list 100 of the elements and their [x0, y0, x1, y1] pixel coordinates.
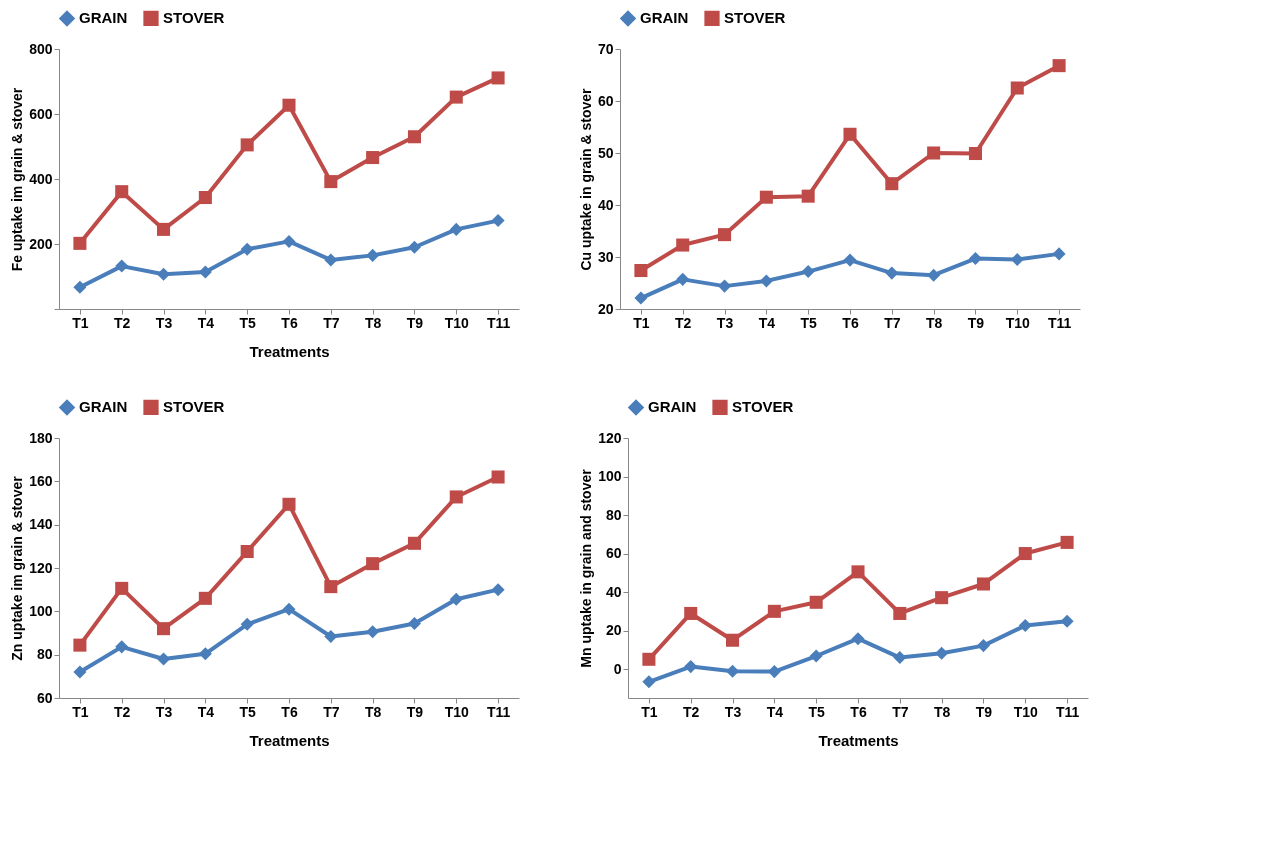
x-tick-label: T3: [155, 703, 173, 720]
y-tick-label: 100: [598, 468, 622, 485]
point: [282, 602, 296, 616]
point: [73, 638, 87, 652]
x-tick-label: T10: [444, 703, 470, 720]
point: [115, 581, 129, 595]
y-axis-title: Mn uptake in grain and stover: [578, 468, 595, 668]
x-tick-label: T11: [486, 703, 511, 720]
x-tick-label: T9: [406, 703, 424, 720]
y-tick-label: 40: [597, 196, 614, 213]
point: [767, 665, 781, 679]
point: [634, 264, 648, 278]
point: [935, 591, 949, 605]
point: [726, 633, 740, 647]
x-tick-label: T7: [323, 703, 340, 720]
point: [198, 647, 212, 661]
point: [976, 639, 990, 653]
y-tick-label: 60: [597, 92, 614, 109]
x-tick-label: T5: [239, 314, 257, 331]
x-axis-title: Treatments: [249, 342, 330, 360]
point: [282, 234, 296, 248]
y-tick-label: 120: [29, 559, 53, 576]
point: [976, 577, 990, 591]
x-tick-label: T7: [892, 703, 909, 720]
point: [324, 253, 338, 267]
point: [1018, 547, 1032, 561]
x-tick-label: T6: [281, 314, 298, 331]
point: [1060, 535, 1074, 549]
legend-label: STOVER: [163, 398, 225, 416]
point: [449, 90, 463, 104]
y-tick-label: 200: [29, 235, 53, 252]
x-tick-label: T11: [1055, 703, 1080, 720]
y-tick-label: 70: [597, 40, 614, 57]
y-tick-label: 60: [36, 689, 53, 706]
point: [73, 236, 87, 250]
y-tick-label: 80: [605, 506, 622, 523]
x-tick-label: T8: [933, 703, 951, 720]
y-tick-label: 600: [29, 105, 53, 122]
x-tick-label: T8: [925, 314, 943, 331]
y-tick-label: 120: [598, 429, 622, 446]
point: [809, 649, 823, 663]
legend-label: STOVER: [163, 9, 225, 27]
legend-label: GRAIN: [79, 9, 128, 27]
point: [366, 557, 380, 571]
legend-label: GRAIN: [79, 398, 128, 416]
point: [885, 266, 899, 280]
point: [157, 622, 171, 636]
point: [843, 127, 857, 141]
y-axis-title: Zn uptake im grain & stover: [9, 475, 26, 661]
x-tick-label: T9: [406, 314, 424, 331]
x-tick-label: T4: [197, 703, 215, 720]
point: [809, 595, 823, 609]
y-tick-label: 800: [29, 40, 53, 57]
y-tick-label: 100: [29, 602, 53, 619]
point: [1052, 59, 1066, 73]
point: [759, 274, 773, 288]
x-tick-label: T3: [716, 314, 734, 331]
point: [198, 591, 212, 605]
point: [843, 253, 857, 267]
point: [927, 268, 941, 282]
y-tick-label: 20: [605, 622, 622, 639]
point: [718, 279, 732, 293]
point: [115, 259, 129, 273]
point: [407, 130, 421, 144]
point: [801, 265, 815, 279]
x-tick-label: T1: [72, 703, 89, 720]
y-tick-label: 60: [605, 545, 622, 562]
point: [198, 265, 212, 279]
y-tick-label: 30: [597, 248, 614, 265]
y-axis-title: Fe uptake im grain & stover: [9, 87, 26, 272]
legend-label: GRAIN: [640, 9, 689, 27]
legend-label: STOVER: [732, 398, 794, 416]
x-tick-label: T1: [72, 314, 89, 331]
point: [157, 222, 171, 236]
point: [282, 98, 296, 112]
point: [1018, 619, 1032, 633]
legend-label: GRAIN: [648, 398, 697, 416]
x-tick-label: T2: [683, 703, 700, 720]
point: [366, 625, 380, 639]
y-tick-label: 80: [36, 646, 53, 663]
point: [935, 646, 949, 660]
point: [366, 151, 380, 165]
point: [282, 497, 296, 511]
x-tick-label: T6: [850, 703, 867, 720]
point: [759, 190, 773, 204]
point: [198, 191, 212, 205]
point: [449, 490, 463, 504]
point: [157, 652, 171, 666]
x-tick-label: T2: [675, 314, 692, 331]
point: [73, 665, 87, 679]
x-tick-label: T1: [641, 703, 658, 720]
x-tick-label: T4: [758, 314, 776, 331]
y-tick-label: 20: [597, 300, 614, 317]
point: [240, 545, 254, 559]
x-tick-label: T5: [239, 703, 257, 720]
x-tick-label: T9: [975, 703, 993, 720]
point: [1010, 81, 1024, 95]
x-axis-title: Treatments: [818, 731, 899, 749]
point: [726, 664, 740, 678]
x-tick-label: T9: [967, 314, 985, 331]
